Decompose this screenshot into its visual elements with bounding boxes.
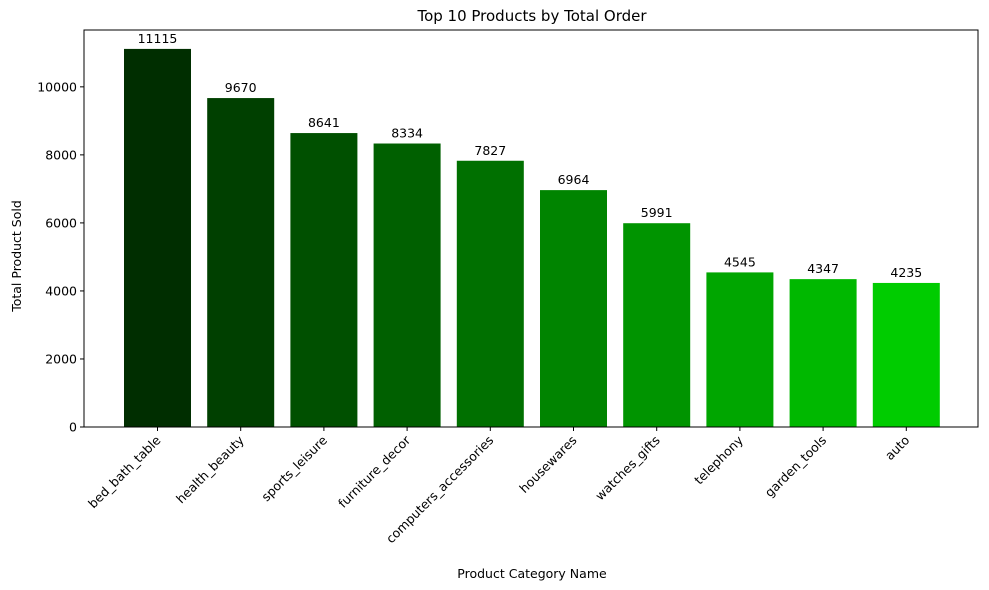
bar-computers_accessories bbox=[456, 160, 524, 427]
bars-group bbox=[124, 48, 940, 428]
x-tick-label: furniture_decor bbox=[335, 432, 414, 511]
data-label-furniture_decor: 8334 bbox=[391, 126, 423, 141]
bar-auto bbox=[872, 282, 940, 427]
x-tick-label: watches_gifts bbox=[592, 433, 663, 504]
plot-frame bbox=[83, 29, 979, 428]
bar-health_beauty bbox=[207, 98, 275, 427]
chart-title: Top 10 Products by Total Order bbox=[416, 7, 647, 25]
data-label-auto: 4235 bbox=[890, 265, 922, 280]
data-label-bed_bath_table: 11115 bbox=[138, 31, 178, 46]
y-tick-label: 0 bbox=[69, 420, 77, 435]
x-axis: bed_bath_table health_beauty sports_leisur… bbox=[85, 427, 912, 546]
x-tick-label: housewares bbox=[516, 433, 579, 496]
bar-sports_leisure bbox=[290, 133, 358, 427]
x-tick-label: health_beauty bbox=[173, 432, 247, 506]
x-tick-label: auto bbox=[882, 433, 913, 464]
x-tick-label: telephony bbox=[691, 432, 746, 487]
x-tick-label: bed_bath_table bbox=[85, 432, 164, 511]
y-tick-label: 6000 bbox=[45, 215, 77, 230]
data-label-sports_leisure: 8641 bbox=[308, 115, 340, 130]
y-tick-label: 2000 bbox=[45, 351, 77, 366]
bar-bed_bath_table bbox=[124, 48, 191, 427]
y-tick-label: 8000 bbox=[45, 147, 77, 162]
data-label-watches_gifts: 5991 bbox=[641, 205, 673, 220]
data-label-telephony: 4545 bbox=[724, 254, 756, 269]
y-tick-label: 10000 bbox=[37, 79, 77, 94]
data-label-garden_tools: 4347 bbox=[807, 261, 839, 276]
x-tick-label: sports_leisure bbox=[258, 432, 330, 504]
data-label-health_beauty: 9670 bbox=[225, 80, 257, 95]
y-tick-label: 4000 bbox=[45, 283, 77, 298]
y-axis: 0 2000 4000 6000 8000 10000 bbox=[37, 79, 84, 435]
bar-housewares bbox=[540, 190, 607, 427]
data-labels-group: 11115 9670 8641 8334 7827 6964 5991 4545 4347 423… bbox=[138, 31, 923, 280]
data-label-computers_accessories: 7827 bbox=[474, 143, 506, 158]
bar-garden_tools bbox=[789, 279, 857, 427]
y-axis-label: Total Product Sold bbox=[9, 200, 24, 313]
x-tick-label: garden_tools bbox=[762, 433, 830, 501]
bar-furniture_decor bbox=[373, 143, 441, 428]
x-axis-label: Product Category Name bbox=[457, 566, 607, 581]
bar-telephony bbox=[706, 272, 774, 427]
data-label-housewares: 6964 bbox=[558, 172, 590, 187]
bar-watches_gifts bbox=[623, 223, 691, 427]
